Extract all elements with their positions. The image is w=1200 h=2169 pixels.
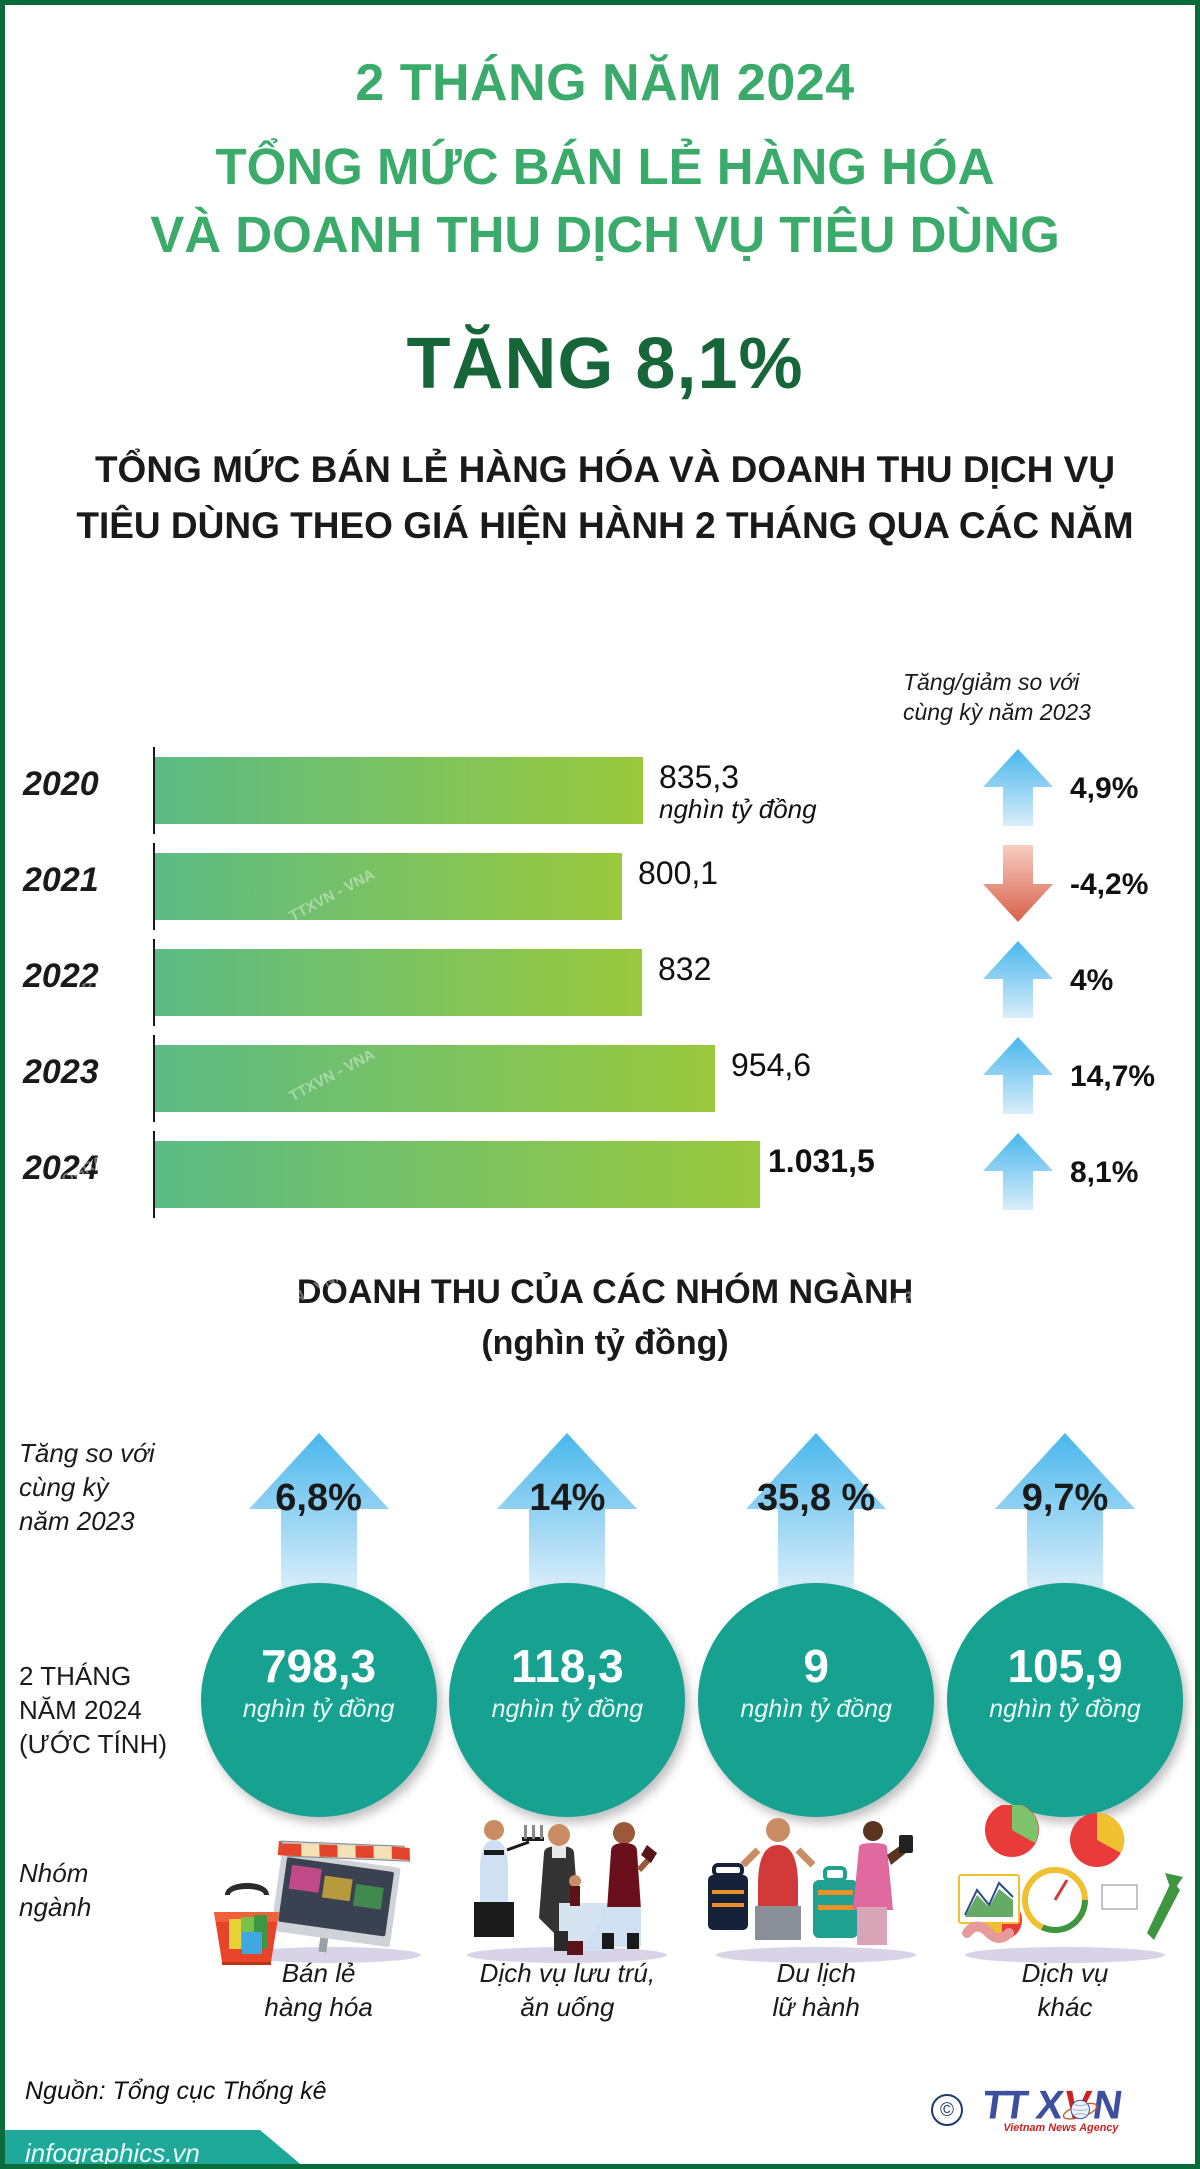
svg-text:N: N <box>1090 2085 1125 2128</box>
svg-text:TT: TT <box>985 2085 1031 2128</box>
svg-text:Vietnam News Agency: Vietnam News Agency <box>1003 2122 1119 2134</box>
